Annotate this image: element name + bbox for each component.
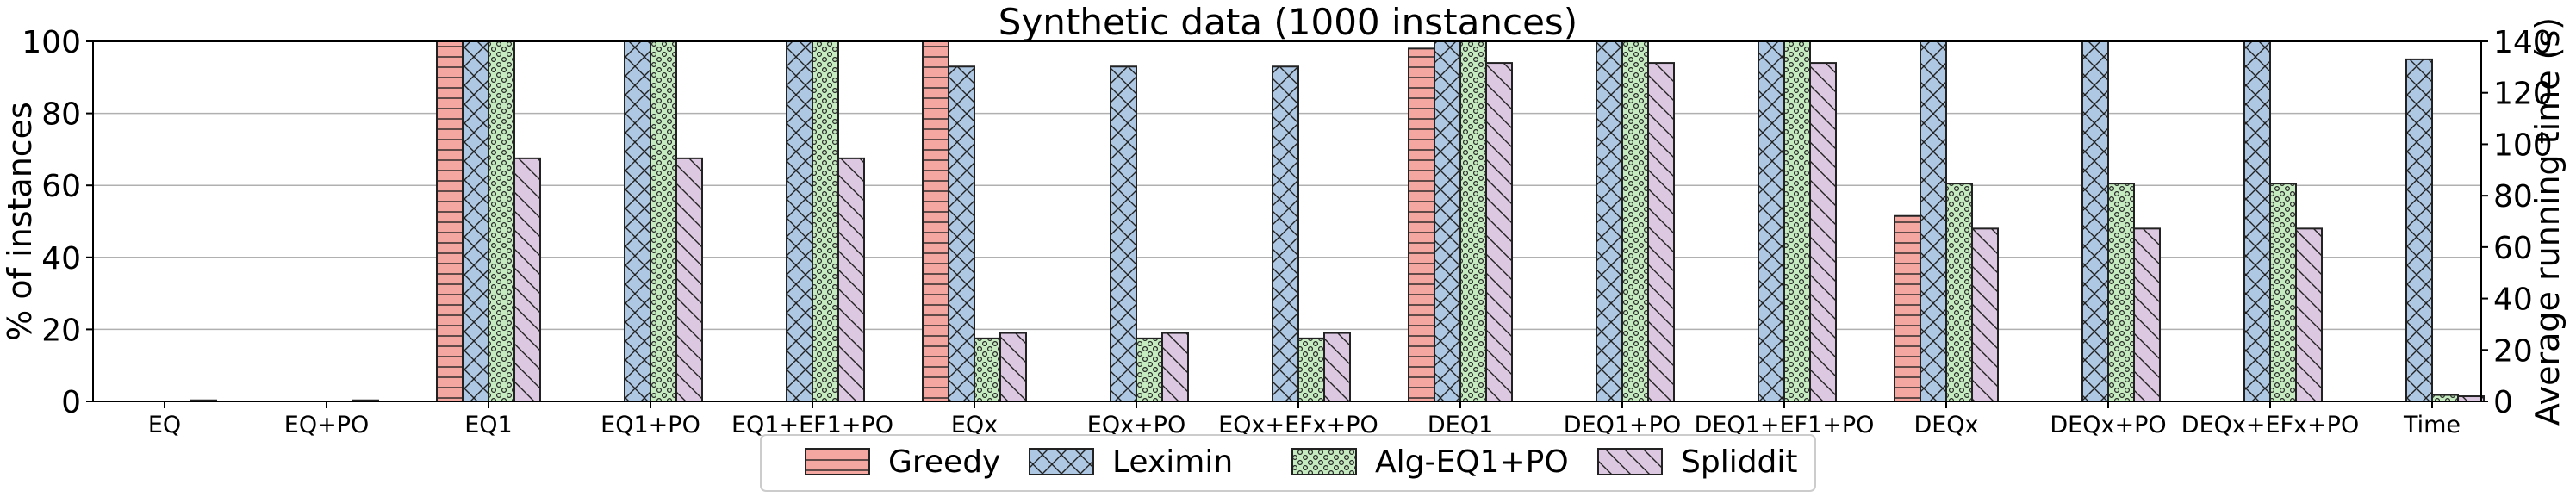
y2-tick-label: 20 bbox=[2493, 333, 2533, 369]
bar-alg-eq1-po-deq1-ef1-po bbox=[1783, 40, 1811, 402]
bar-spliddit-deq1-po bbox=[1647, 62, 1675, 403]
left-y-axis: 0 20 40 60 80 100 bbox=[22, 25, 93, 420]
legend-label: Spliddit bbox=[1681, 444, 1798, 480]
x-tick-label: EQx+PO bbox=[1087, 412, 1185, 438]
y2-tick-label: 40 bbox=[2493, 283, 2533, 318]
bar-leximin-deq1-po bbox=[1596, 40, 1623, 402]
y2-tick-label: 0 bbox=[2493, 385, 2513, 420]
bar-alg-eq1-po-deqx bbox=[1945, 183, 1973, 402]
bar-alg-eq1-po-eq1 bbox=[488, 40, 515, 402]
y-axis-label: % of instances bbox=[1, 102, 39, 341]
legend-box bbox=[760, 434, 1816, 492]
y2-axis-label: Average running time (s) bbox=[2529, 17, 2567, 426]
y2-tick-label: 60 bbox=[2493, 231, 2533, 266]
bar-leximin-deqx-efx-po bbox=[2243, 40, 2271, 402]
x-tick-label: EQ1 bbox=[464, 412, 513, 438]
legend-label: Leximin bbox=[1112, 444, 1233, 480]
bar-greedy-eq1 bbox=[436, 40, 464, 402]
bar-spliddit-eq1-ef1-po bbox=[837, 157, 865, 402]
x-tick-label: EQ bbox=[148, 412, 181, 438]
bar-alg-eq1-po-deq1-po bbox=[1621, 40, 1649, 402]
bar-spliddit-deq1-ef1-po bbox=[1809, 62, 1837, 403]
y2-tick-label: 120 bbox=[2493, 77, 2553, 112]
chart-title: Synthetic data (1000 instances) bbox=[999, 1, 1577, 43]
bar-alg-eq1-po-deqx-po bbox=[2107, 183, 2135, 402]
bar-leximin-deqx-po bbox=[2081, 40, 2109, 402]
bar-alg-eq1-po-deq1 bbox=[1459, 40, 1487, 402]
y2-tick-label: 100 bbox=[2493, 127, 2553, 163]
bar-spliddit-deqx-efx-po bbox=[2295, 227, 2323, 402]
x-axis: EQ EQ+PO EQ1 EQ1+PO EQ1+EF1+PO EQx EQx+PO EQx+E… bbox=[148, 401, 2461, 438]
bar-alg-eq1-po-eqx-po bbox=[1136, 337, 1163, 403]
bar-spliddit-eq1-po bbox=[675, 157, 703, 402]
x-tick-label: EQx+EFx+PO bbox=[1218, 412, 1378, 438]
x-tick-label: DEQx+EFx+PO bbox=[2181, 412, 2359, 438]
x-tick-label: EQ1+EF1+PO bbox=[731, 412, 893, 438]
x-tick-label: EQ+PO bbox=[284, 412, 369, 438]
x-tick-label: EQx bbox=[951, 412, 998, 438]
y2-tick-label: 140 bbox=[2493, 25, 2553, 60]
x-tick-label: DEQ1+PO bbox=[1564, 412, 1681, 438]
bar-alg-eq1-po-deqx-efx-po bbox=[2269, 183, 2297, 402]
bar-leximin-time bbox=[2405, 58, 2433, 403]
x-tick-label: Time bbox=[2403, 412, 2461, 438]
bar-spliddit-deq1 bbox=[1485, 62, 1513, 403]
legend-swatch-leximin bbox=[1029, 448, 1094, 475]
bar-spliddit-eq1 bbox=[513, 157, 541, 402]
bar-alg-eq1-po-eq1-ef1-po bbox=[812, 40, 839, 402]
bar-spliddit-eqx-po bbox=[1161, 332, 1189, 402]
bar-leximin-deq1 bbox=[1434, 40, 1461, 402]
bar-greedy-deq1 bbox=[1408, 47, 1435, 403]
y-tick-label: 20 bbox=[41, 313, 81, 348]
bar-leximin-deq1-ef1-po bbox=[1758, 40, 1785, 402]
bar-alg-eq1-po-eq1-po bbox=[650, 40, 677, 402]
bar-leximin-deqx bbox=[1920, 40, 1947, 402]
bar-alg-eq1-po-eqx-efx-po bbox=[1297, 337, 1325, 403]
bar-alg-eq1-po-eqx bbox=[974, 337, 1001, 403]
bar-leximin-eq1-po bbox=[624, 40, 651, 402]
right-y-axis: 0 20 40 60 80 100 120 140 bbox=[2481, 25, 2553, 420]
y-tick-label: 0 bbox=[61, 385, 81, 420]
legend-label: Greedy bbox=[888, 444, 1000, 480]
legend-swatch-greedy bbox=[805, 448, 870, 475]
x-tick-label: DEQx bbox=[1913, 412, 1978, 438]
bar-leximin-eq1 bbox=[462, 40, 489, 402]
y2-tick-label: 80 bbox=[2493, 179, 2533, 214]
x-tick-label: DEQ1+EF1+PO bbox=[1695, 412, 1875, 438]
bar-leximin-eq1-ef1-po bbox=[786, 40, 813, 402]
plot-frame bbox=[92, 40, 2482, 402]
legend-swatch-alg-eq1-po bbox=[1291, 448, 1357, 475]
x-tick-label: EQ1+PO bbox=[600, 412, 700, 438]
bar-greedy-deqx bbox=[1894, 214, 1921, 402]
bar-spliddit-eqx bbox=[999, 332, 1027, 402]
legend-swatch-spliddit bbox=[1597, 448, 1663, 475]
bar-leximin-eqx bbox=[948, 65, 975, 402]
x-tick-label: DEQ1 bbox=[1428, 412, 1493, 438]
x-tick-label: DEQx+PO bbox=[2050, 412, 2166, 438]
y-tick-label: 80 bbox=[41, 97, 81, 133]
bar-alg-eq1-po-time bbox=[2431, 394, 2459, 402]
bar-spliddit-eqx-efx-po bbox=[1323, 332, 1351, 402]
bar-leximin-eqx-po bbox=[1110, 65, 1137, 402]
bar-spliddit-deqx-po bbox=[2133, 227, 2161, 402]
legend: Greedy Leximin Alg-EQ1+PO Spliddit bbox=[760, 434, 1816, 492]
y-tick-label: 40 bbox=[41, 241, 81, 276]
bar-greedy-eqx bbox=[922, 40, 949, 402]
y-tick-label: 60 bbox=[41, 169, 81, 204]
bar-leximin-eqx-efx-po bbox=[1272, 65, 1299, 402]
bar-series bbox=[190, 40, 2485, 403]
bar-spliddit-deqx bbox=[1971, 227, 1999, 402]
y-tick-label: 100 bbox=[22, 25, 81, 60]
legend-label: Alg-EQ1+PO bbox=[1375, 444, 1569, 480]
